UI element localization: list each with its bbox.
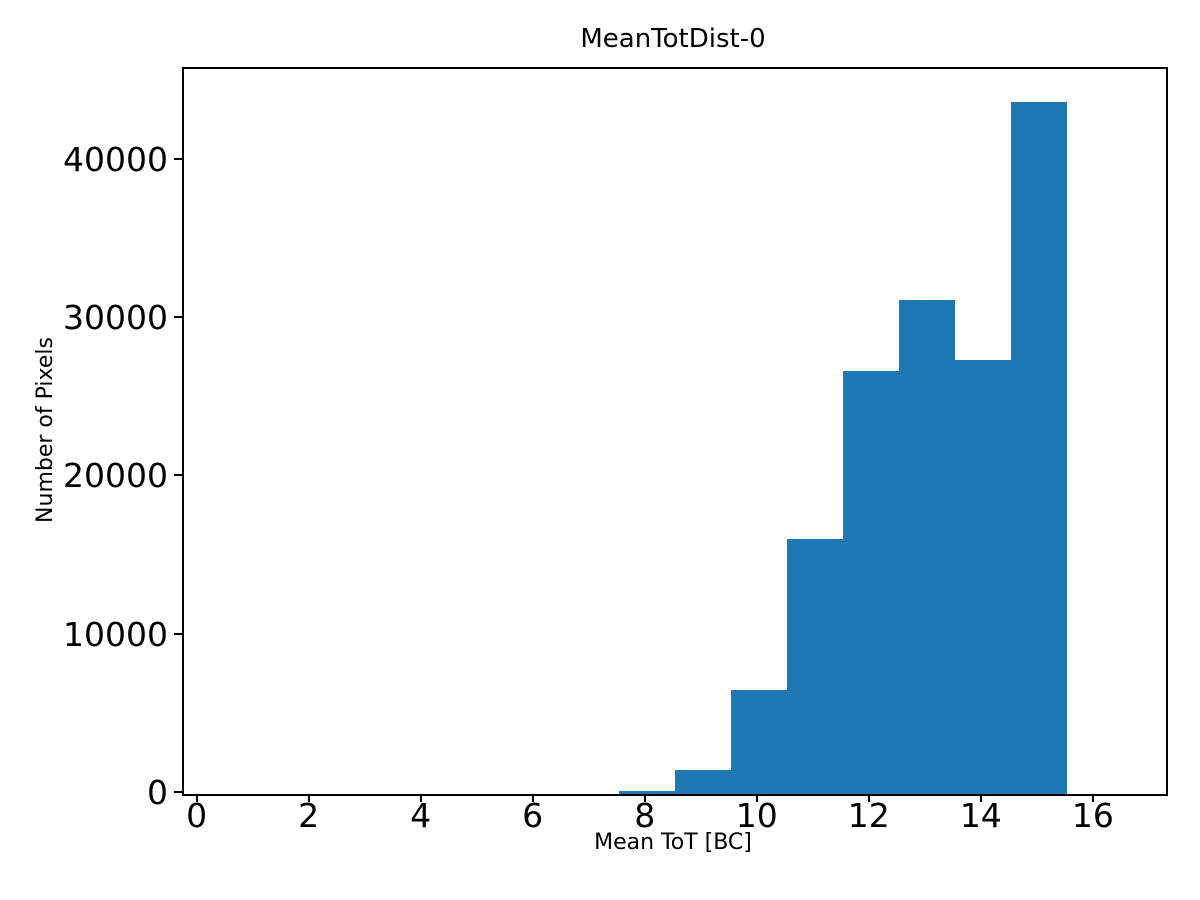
x-tick-mark <box>643 794 646 802</box>
x-tick-label: 16 <box>1071 796 1114 835</box>
x-tick-label: 14 <box>959 796 1002 835</box>
y-tick-mark <box>174 157 182 160</box>
chart-title: MeanTotDist-0 <box>580 24 766 54</box>
y-tick-mark <box>174 791 182 793</box>
histogram-bars <box>184 69 1166 794</box>
histogram-bar <box>730 689 787 794</box>
x-tick-mark <box>979 794 982 802</box>
y-tick-mark <box>174 632 182 635</box>
x-tick-label: 0 <box>186 796 208 835</box>
y-tick-label: 20000 <box>63 456 168 496</box>
histogram-bar <box>786 539 843 794</box>
histogram-bar <box>618 790 675 794</box>
x-tick-label: 4 <box>410 796 432 835</box>
x-tick-label: 8 <box>634 796 656 835</box>
x-tick-label: 12 <box>847 796 890 835</box>
y-tick-label: 30000 <box>63 298 168 338</box>
histogram-bar <box>842 371 899 794</box>
y-tick-label: 0 <box>147 773 168 812</box>
y-tick-mark <box>174 474 182 477</box>
x-axis-label: Mean ToT [BC] <box>594 830 752 855</box>
plot-area <box>182 67 1168 796</box>
y-axis-label: Number of Pixels <box>33 337 58 523</box>
x-tick-mark <box>755 794 758 802</box>
x-tick-label: 10 <box>735 796 778 835</box>
histogram-bar <box>1010 102 1067 794</box>
x-tick-mark <box>195 794 198 802</box>
y-tick-label: 40000 <box>63 139 168 179</box>
histogram-bar <box>898 300 955 794</box>
x-tick-label: 6 <box>522 796 544 835</box>
x-tick-mark <box>419 794 422 802</box>
y-tick-label: 10000 <box>63 614 168 654</box>
x-tick-label: 2 <box>298 796 320 835</box>
x-tick-mark <box>1091 794 1094 802</box>
x-tick-mark <box>307 794 310 802</box>
y-tick-mark <box>174 316 182 319</box>
histogram-bar <box>674 770 731 794</box>
x-tick-mark <box>531 794 534 802</box>
x-tick-mark <box>867 794 870 802</box>
histogram-bar <box>954 360 1011 794</box>
